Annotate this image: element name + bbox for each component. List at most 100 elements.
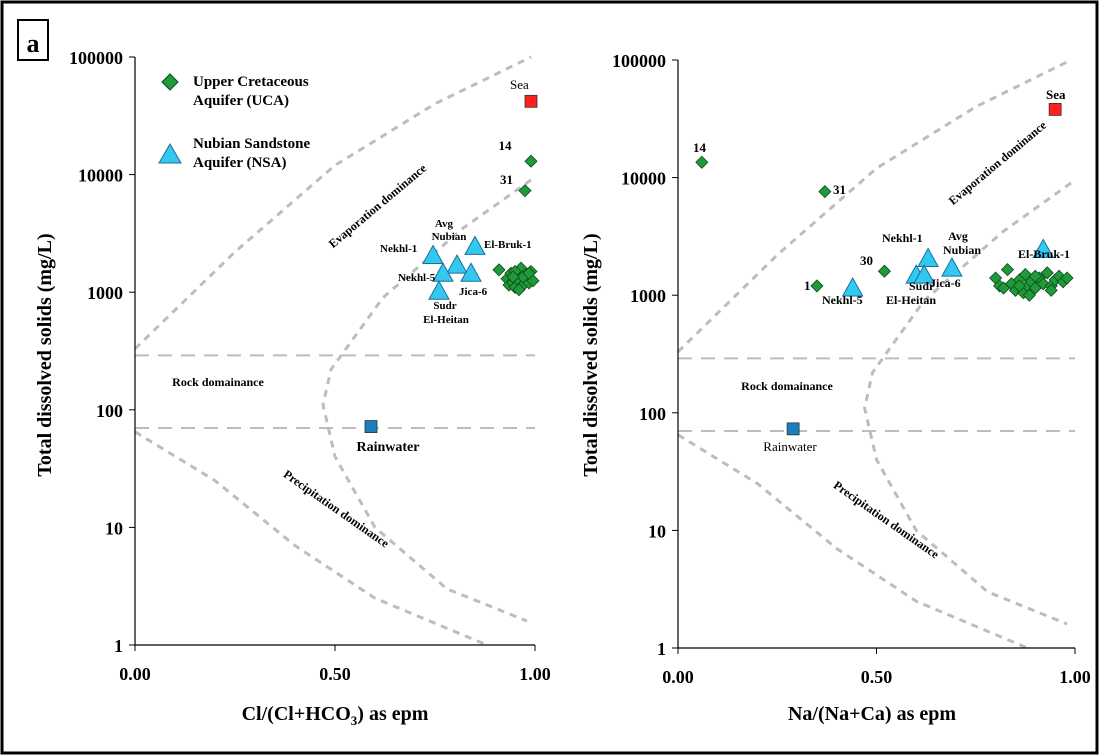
legend-nsa-triangle — [158, 143, 182, 164]
y-tick-label: 100000 — [612, 51, 666, 71]
uca-diamond-point — [522, 266, 536, 280]
x-tick-label: 0.50 — [861, 667, 893, 687]
y-tick-label: 1000 — [630, 286, 666, 306]
point-label-rainwater: Rainwater — [763, 439, 817, 454]
point-label-el-bruk-1: El-Bruk-1 — [484, 239, 532, 251]
point-label-31: 31 — [833, 182, 846, 197]
point-label-30: 30 — [860, 253, 873, 268]
nsa-triangle-point — [460, 262, 482, 282]
point-label-avg: Avg — [948, 229, 968, 243]
nsa-triangle-point — [432, 262, 454, 282]
right-x-axis-label: Na/(Na+Ca) as epm — [788, 703, 956, 725]
sea-square-point — [524, 94, 538, 108]
y-tick-label: 100 — [639, 404, 666, 424]
nsa-triangle-point — [428, 280, 450, 300]
uca-diamond-point — [492, 263, 506, 277]
evaporation-boundary-line — [676, 58, 1072, 353]
right-zone-boundaries — [676, 58, 1075, 650]
rainwater-square-point — [364, 420, 378, 433]
uca-diamond-point — [810, 279, 824, 293]
uca-diamond-point — [877, 264, 892, 278]
point-label-1: 1 — [804, 278, 811, 293]
point-label-nekhl-1: Nekhl-1 — [882, 231, 923, 245]
uca-diamond-point — [518, 184, 532, 198]
left-y-tick-labels: 1 10 100 1000 10000 100000 — [69, 48, 123, 656]
uca-diamond-point — [1044, 283, 1058, 297]
right-zone-label-rock: Rock domainance — [741, 379, 833, 393]
uca-diamond-point — [506, 270, 520, 284]
point-label-nekhl-5: Nekhl-5 — [398, 272, 436, 284]
left-zone-label-rock: Rock domainance — [172, 375, 264, 389]
rainwater-square-point — [786, 422, 800, 436]
nsa-triangle-point — [446, 254, 468, 274]
nsa-triangle-point — [1032, 238, 1055, 258]
point-label-jica-6: Jica-6 — [930, 276, 961, 290]
point-label-nekhl-1: Nekhl-1 — [380, 243, 417, 255]
point-label-sea: Sea — [510, 77, 529, 92]
precipitation-boundary-line — [134, 430, 488, 647]
uca-diamond-point — [512, 283, 526, 297]
point-label-31: 31 — [500, 172, 513, 187]
y-tick-label: 10000 — [621, 169, 666, 189]
uca-diamond-point — [818, 185, 832, 199]
legend-nsa-label-line2: Aquifer (NSA) — [193, 155, 286, 171]
uca-diamond-point — [1060, 271, 1074, 285]
y-tick-label: 1 — [114, 636, 123, 656]
precipitation-boundary-line — [677, 433, 1028, 650]
point-label-nubian: Nubian — [943, 243, 981, 257]
point-label-rainwater: Rainwater — [357, 440, 420, 455]
point-label-sea: Sea — [1046, 87, 1066, 102]
x-tick-label: 1.00 — [519, 664, 551, 684]
rock-boundary-curve — [863, 181, 1072, 626]
legend-nsa-label-line1: Nubian Sandstone — [193, 136, 310, 152]
left-x-axis-label-tail: ) as epm — [357, 703, 428, 725]
nsa-triangle-point — [913, 264, 935, 284]
left-x-tick-labels: 0.00 0.50 1.00 — [119, 664, 551, 684]
uca-diamond-point — [1012, 279, 1026, 293]
nsa-triangle-point — [422, 244, 444, 265]
sea-square-point — [1048, 103, 1062, 116]
right-axes — [672, 59, 1076, 654]
legend-uca-label-line2: Aquifer (UCA) — [193, 93, 289, 109]
left-x-axis-label-main: Cl/(Cl+HCO — [242, 703, 351, 725]
uca-diamond-point — [1028, 269, 1042, 283]
point-label-14: 14 — [693, 140, 707, 155]
legend: Upper Cretaceous Aquifer (UCA) Nubian Sa… — [158, 73, 310, 171]
evaporation-boundary-line — [133, 55, 532, 350]
point-label-el-heitan: El-Heitan — [886, 293, 936, 307]
point-label-sudr: Sudr — [909, 279, 935, 293]
x-tick-label: 0.00 — [119, 664, 151, 684]
point-label-nekhl-5: Nekhl-5 — [822, 293, 863, 307]
uca-diamond-point — [1000, 263, 1015, 277]
y-tick-label: 100 — [96, 401, 123, 421]
y-tick-label: 1 — [657, 639, 666, 659]
x-tick-label: 1.00 — [1059, 667, 1091, 687]
right-y-axis-label: Total dissolved solids (mg/L) — [580, 233, 602, 476]
uca-diamond-point — [1018, 267, 1032, 282]
point-label-jica-6: Jica-6 — [459, 286, 488, 298]
y-tick-label: 10000 — [78, 166, 123, 186]
point-label-el-heitan: El-Heitan — [423, 314, 469, 326]
nsa-triangle-point — [841, 277, 864, 297]
x-tick-label: 0.00 — [662, 667, 694, 687]
y-tick-label: 10 — [648, 521, 666, 541]
left-data-points — [364, 94, 540, 433]
right-y-tick-labels: 1 10 100 1000 10000 100000 — [612, 51, 666, 659]
point-label-el-bruk-1: El-Bruk-1 — [1018, 247, 1070, 261]
left-x-axis-label: Cl/(Cl+HCO3) as epm — [242, 703, 429, 728]
point-label-avg: Avg — [435, 218, 454, 230]
left-x-axis-label-subscript: 3 — [351, 713, 358, 728]
y-tick-label: 1000 — [87, 283, 123, 303]
uca-diamond-point — [524, 154, 538, 168]
uca-diamond-point — [1040, 266, 1054, 280]
left-axes — [129, 56, 536, 651]
nsa-triangle-point — [464, 235, 486, 255]
nsa-triangle-point — [917, 247, 939, 268]
legend-uca-diamond — [161, 73, 179, 91]
left-y-axis-label: Total dissolved solids (mg/L) — [34, 233, 56, 476]
panel-label-box — [17, 19, 49, 61]
